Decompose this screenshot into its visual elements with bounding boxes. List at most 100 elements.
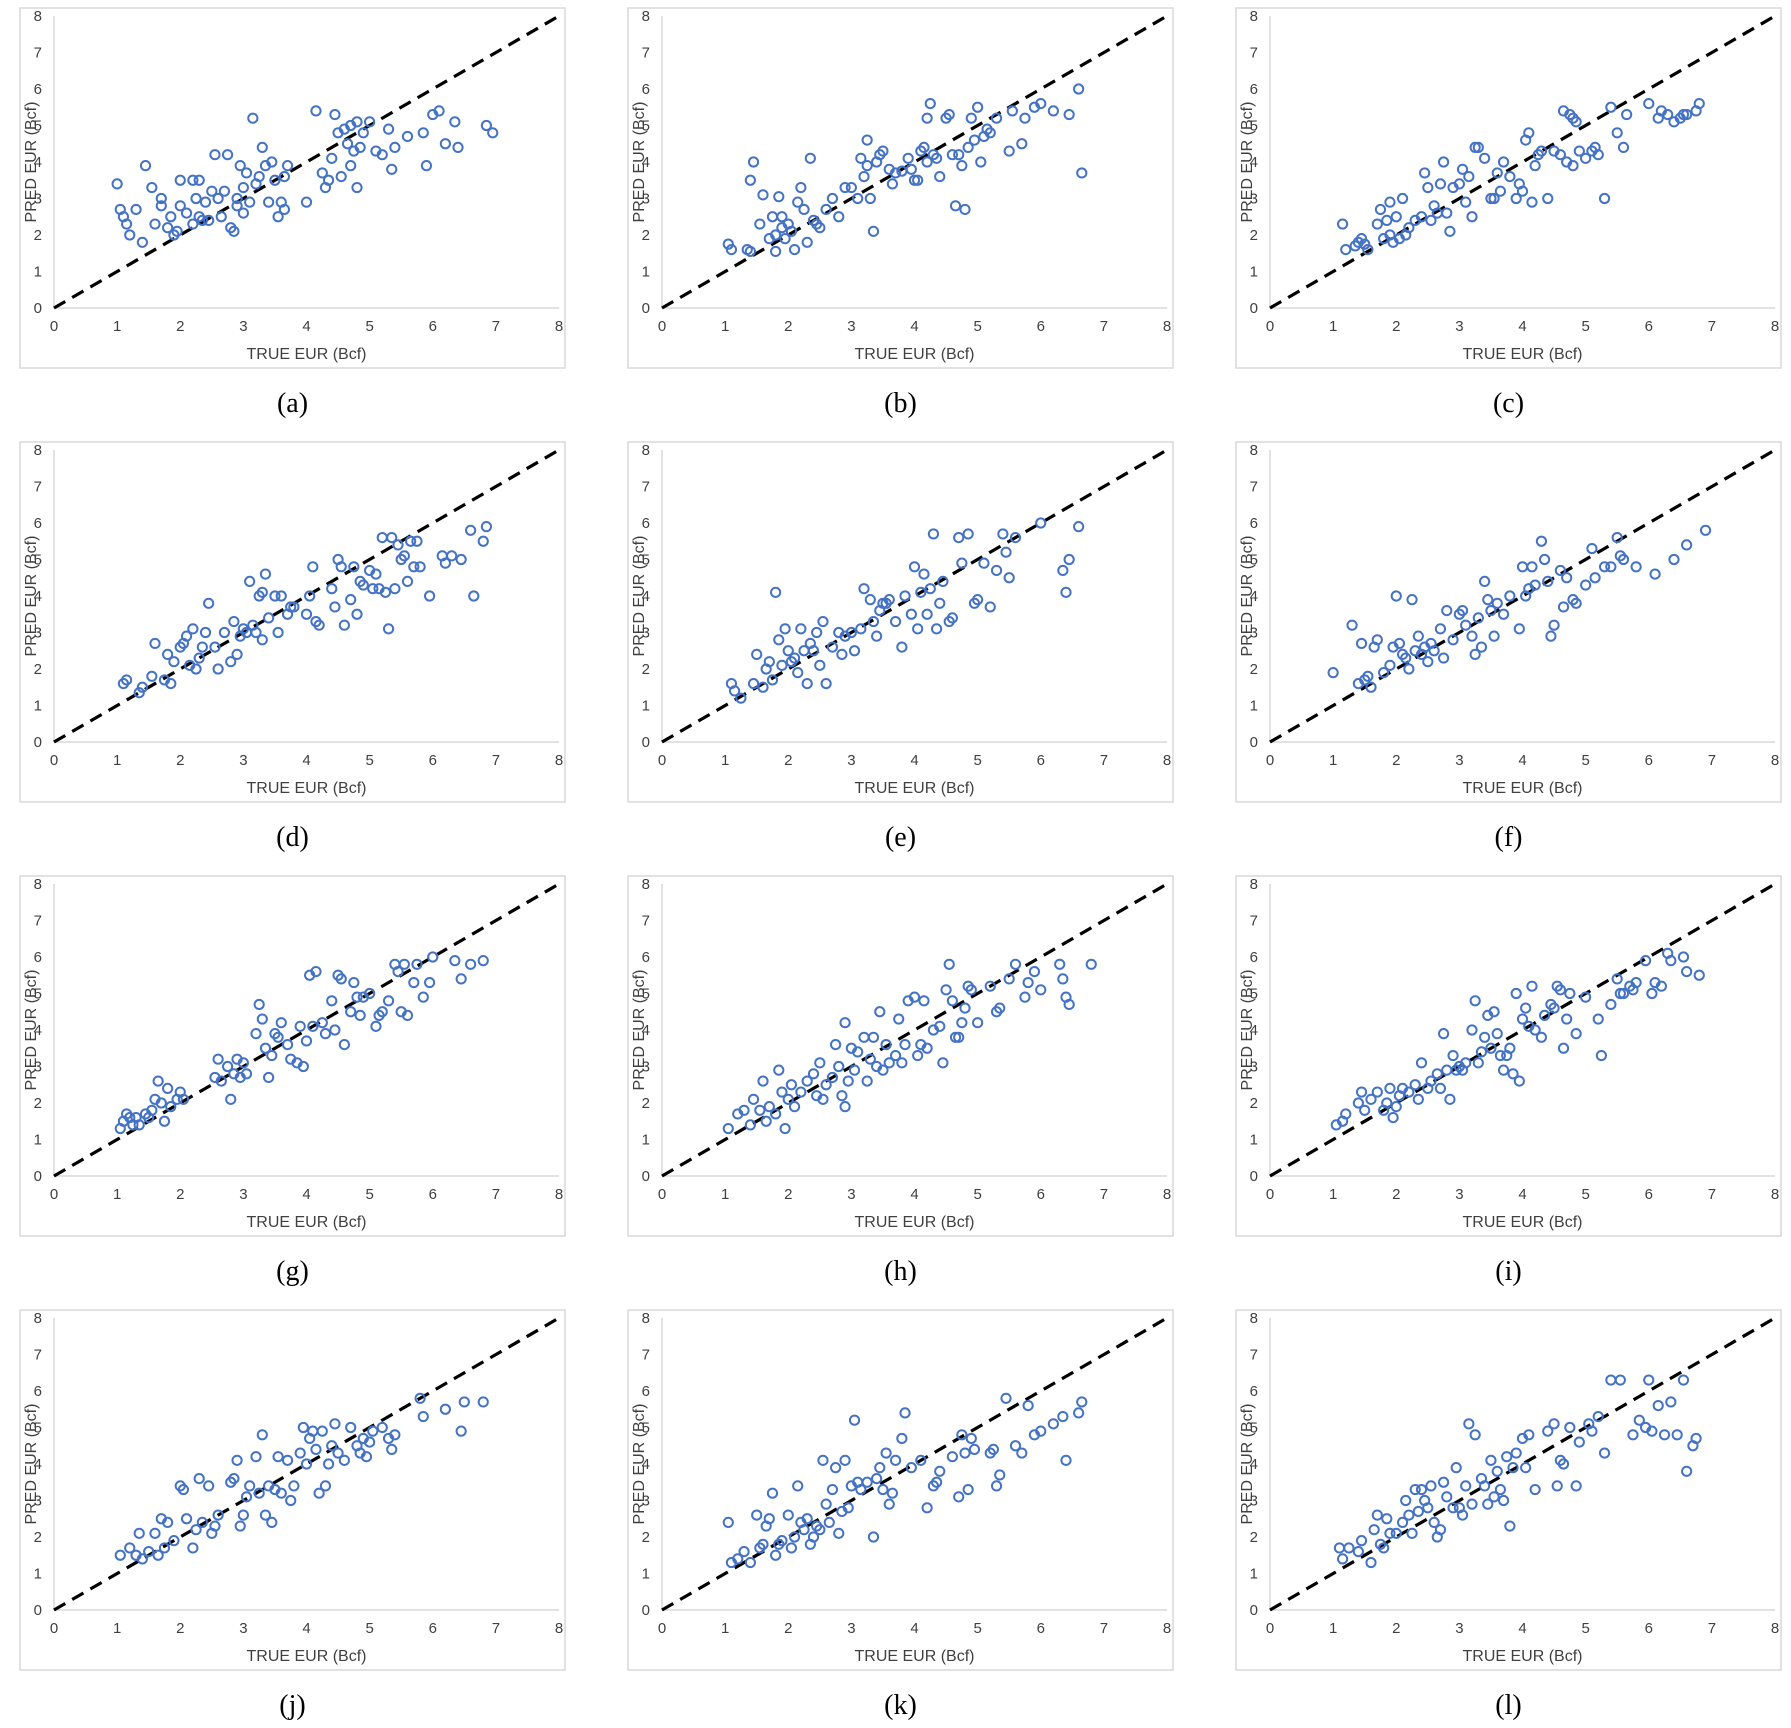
data-point [335, 171, 347, 183]
x-tick-label: 1 [721, 318, 729, 335]
x-tick-label: 3 [239, 1186, 247, 1203]
data-point [1393, 637, 1406, 650]
data-point [1371, 218, 1383, 230]
data-point [934, 597, 946, 609]
data-point [826, 1483, 839, 1496]
x-tick-label: 3 [847, 318, 855, 335]
data-point [990, 564, 1003, 577]
data-point [1570, 597, 1582, 609]
data-point [1526, 980, 1538, 992]
data-point [889, 167, 902, 179]
x-tick-label: 0 [50, 1186, 58, 1203]
data-point [244, 575, 256, 588]
x-tick-label: 6 [1037, 1620, 1045, 1637]
data-point [1365, 681, 1377, 693]
data-point [1668, 553, 1680, 566]
chart-frame [1235, 7, 1782, 369]
data-point [1336, 218, 1349, 230]
data-point [1699, 524, 1712, 536]
data-point [411, 535, 423, 547]
data-point [259, 568, 272, 580]
data-point [386, 163, 398, 175]
data-point [1690, 1432, 1702, 1445]
y-tick-label: 8 [642, 1310, 650, 1327]
data-point [1403, 1509, 1415, 1521]
data-point [234, 160, 246, 172]
x-tick-label: 8 [555, 752, 563, 769]
data-point [389, 583, 401, 595]
data-point [820, 203, 832, 216]
data-point [1595, 1049, 1608, 1062]
x-axis-title: TRUE EUR (Bcf) [1463, 1648, 1583, 1665]
data-point [937, 575, 949, 588]
panel-label: (e) [885, 822, 916, 853]
data-point [776, 659, 788, 671]
data-point [757, 1075, 769, 1087]
data-point [1406, 594, 1418, 606]
y-axis-title: PRED EUR (Bcf) [631, 970, 648, 1091]
data-point [307, 1020, 319, 1032]
data-point [1479, 1031, 1491, 1043]
data-point [763, 656, 775, 668]
y-tick-label: 0 [642, 300, 650, 317]
data-point [1475, 641, 1488, 653]
x-tick-label: 5 [973, 1186, 981, 1203]
data-point [1076, 167, 1088, 179]
data-point [1060, 1454, 1072, 1466]
x-tick-label: 0 [1266, 1186, 1274, 1203]
data-point [480, 521, 493, 533]
data-point [278, 203, 291, 216]
y-tick-label: 7 [642, 913, 650, 930]
data-point [766, 674, 779, 686]
data-point [770, 1549, 782, 1561]
data-point [924, 98, 936, 110]
y-tick-label: 6 [642, 1383, 650, 1400]
data-point [770, 1108, 782, 1120]
data-point [1437, 652, 1450, 664]
data-point [1434, 178, 1447, 190]
data-point [1384, 1527, 1396, 1539]
reference-line [1269, 448, 1776, 744]
data-point [965, 984, 977, 996]
data-point [259, 1509, 272, 1521]
data-point [193, 1473, 205, 1485]
data-point [417, 127, 429, 139]
data-point [946, 995, 958, 1007]
y-tick-label: 7 [34, 45, 42, 62]
data-point [389, 1429, 401, 1441]
data-point [1693, 98, 1705, 110]
data-point [297, 1421, 309, 1434]
data-point [1035, 98, 1047, 110]
y-tick-label: 8 [642, 8, 650, 25]
data-point [1054, 958, 1066, 970]
y-tick-label: 2 [34, 227, 42, 244]
data-point [987, 1443, 1000, 1456]
data-point [124, 229, 136, 241]
y-tick-label: 4 [34, 154, 42, 171]
data-point [209, 1520, 221, 1532]
data-point [288, 1480, 300, 1492]
data-point [392, 966, 404, 978]
data-point [886, 178, 899, 190]
data-point [867, 615, 880, 628]
data-point [1494, 1483, 1507, 1496]
data-point [722, 1122, 734, 1135]
data-point [250, 1451, 262, 1463]
data-point [754, 1104, 766, 1116]
y-axis-title: PRED EUR (Bcf) [1239, 970, 1256, 1091]
data-point [848, 645, 861, 657]
data-point [360, 1451, 373, 1463]
x-tick-label: 1 [721, 752, 729, 769]
data-point [930, 623, 943, 635]
data-point [256, 634, 268, 646]
data-point [1019, 991, 1031, 1003]
data-point [1491, 597, 1503, 609]
data-point [345, 1006, 357, 1018]
data-point [921, 156, 933, 168]
data-point [959, 1002, 971, 1014]
data-point [149, 1527, 161, 1539]
y-tick-label: 2 [642, 1529, 650, 1546]
data-point [1580, 991, 1592, 1003]
data-point [408, 561, 420, 573]
y-tick-label: 3 [642, 1493, 650, 1510]
